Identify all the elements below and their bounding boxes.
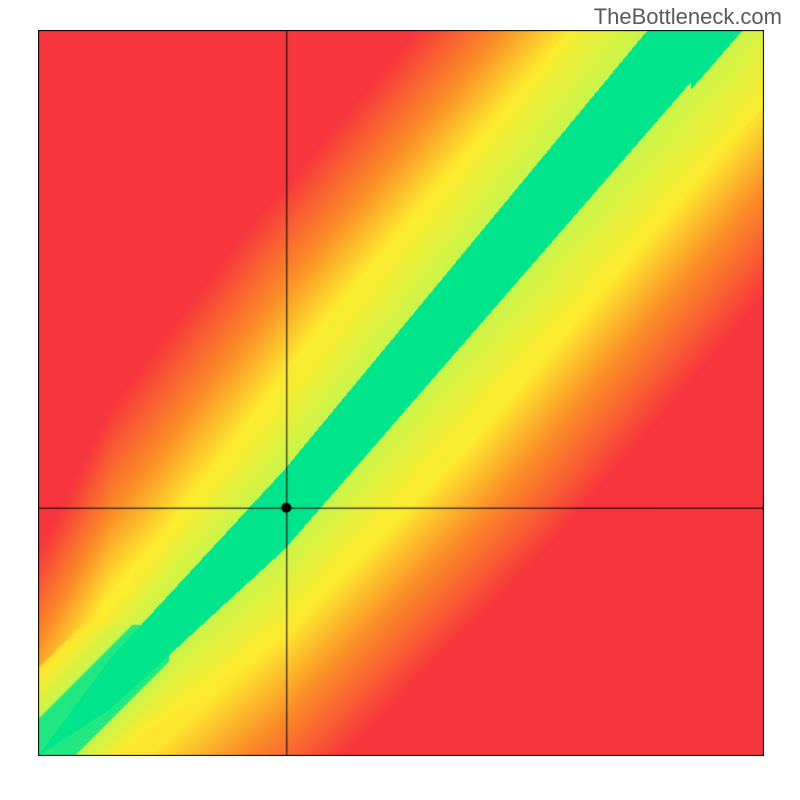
watermark-text: TheBottleneck.com (594, 4, 782, 30)
heatmap-chart (38, 30, 764, 756)
heatmap-canvas (38, 30, 764, 756)
